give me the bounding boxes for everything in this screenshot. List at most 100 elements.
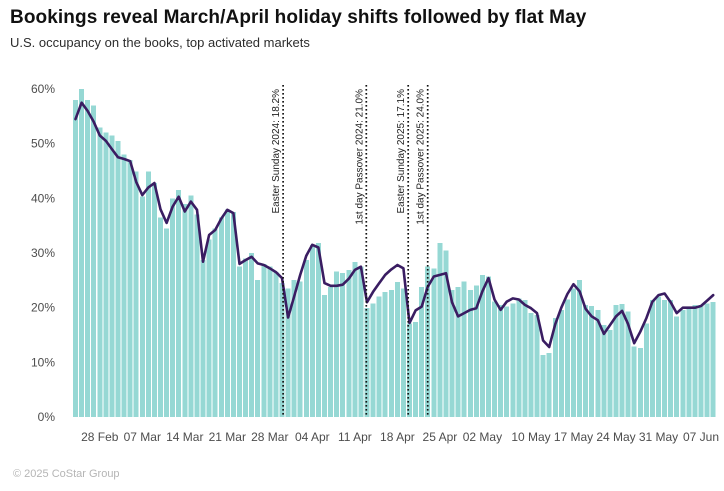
bar — [668, 300, 674, 417]
bar — [437, 243, 443, 417]
bar — [558, 309, 564, 417]
copyright-footer: © 2025 CoStar Group — [13, 468, 120, 480]
bar — [388, 290, 394, 417]
bar — [619, 303, 625, 417]
bar — [382, 291, 388, 417]
bar — [358, 266, 364, 417]
y-tick-label: 20% — [31, 301, 55, 315]
bar — [249, 253, 255, 417]
y-tick-label: 10% — [31, 355, 55, 369]
chart-subtitle: U.S. occupancy on the books, top activat… — [10, 35, 310, 50]
bar — [218, 217, 224, 417]
x-tick-label: 04 Apr — [295, 430, 330, 444]
y-axis-labels: 0% 10% 20% 30% 40% 50% 60% — [31, 82, 55, 424]
bar — [200, 260, 206, 417]
bar — [449, 290, 455, 417]
holiday-annotation-label: 1st day Passover 2024: 21.0% — [354, 89, 365, 225]
bar — [303, 260, 309, 417]
bar — [485, 276, 491, 417]
bar — [443, 250, 449, 417]
bar — [279, 283, 285, 417]
x-tick-label: 18 Apr — [380, 430, 415, 444]
bar — [461, 281, 467, 417]
bar — [577, 279, 583, 417]
bar — [243, 258, 249, 417]
x-tick-label: 25 Apr — [423, 430, 458, 444]
bar — [637, 348, 643, 417]
bar — [631, 346, 637, 417]
bar — [85, 99, 91, 418]
bar — [601, 325, 607, 417]
bar — [267, 266, 273, 417]
chart-title: Bookings reveal March/April holiday shif… — [10, 7, 587, 28]
holiday-annotations: Easter Sunday 2024: 18.2% 1st day Passove… — [271, 85, 429, 417]
bar — [158, 217, 164, 417]
bar — [170, 198, 176, 417]
x-tick-label: 07 Jun — [683, 430, 719, 444]
bar — [607, 330, 613, 417]
bar — [109, 135, 115, 417]
bar — [352, 261, 358, 417]
bar — [103, 132, 109, 418]
bar — [91, 105, 97, 418]
holiday-annotation-label: Easter Sunday 2025: 17.1% — [396, 89, 407, 214]
bar — [182, 203, 188, 417]
bar — [394, 281, 400, 417]
bar — [376, 296, 382, 417]
bar — [498, 304, 504, 417]
bar — [285, 288, 291, 417]
bar — [194, 214, 200, 417]
bar — [595, 309, 601, 417]
bar — [291, 279, 297, 417]
bar — [540, 355, 546, 417]
bar — [613, 304, 619, 417]
bar — [164, 228, 170, 417]
x-tick-label: 11 Apr — [338, 430, 372, 444]
bar — [662, 300, 668, 417]
y-tick-label: 40% — [31, 191, 55, 205]
bar — [321, 295, 327, 417]
bar — [224, 209, 230, 417]
bar — [273, 272, 279, 417]
bar — [176, 190, 182, 417]
bar — [261, 263, 267, 417]
y-tick-label: 0% — [38, 410, 56, 424]
holiday-annotation-label: 1st day Passover 2025: 24.0% — [416, 89, 427, 225]
bar — [139, 196, 145, 417]
bar — [455, 286, 461, 417]
x-tick-label: 21 Mar — [209, 430, 246, 444]
bar — [413, 321, 419, 417]
bar — [674, 316, 680, 417]
bar — [309, 244, 315, 417]
x-tick-label: 17 May — [554, 430, 593, 444]
bar — [649, 300, 655, 417]
bar — [534, 314, 540, 417]
y-tick-label: 30% — [31, 246, 55, 260]
bar — [340, 273, 346, 417]
holiday-annotation-label: Easter Sunday 2024: 18.2% — [271, 89, 282, 214]
y-tick-label: 50% — [31, 137, 55, 151]
bar — [510, 303, 516, 417]
bar — [400, 288, 406, 417]
bar — [643, 323, 649, 417]
bar — [127, 160, 133, 417]
bar — [492, 301, 498, 417]
bar — [479, 274, 485, 417]
bar — [680, 309, 686, 417]
bar — [583, 304, 589, 417]
x-tick-label: 28 Mar — [251, 430, 288, 444]
bar — [552, 318, 558, 417]
bar — [710, 302, 716, 417]
bar — [328, 286, 334, 417]
bar — [236, 266, 242, 417]
x-axis-labels: 28 Feb 07 Mar 14 Mar 21 Mar 28 Mar 04 Apr 11 A… — [81, 430, 719, 444]
bar — [431, 268, 437, 417]
bar — [188, 195, 194, 417]
x-tick-label: 31 May — [639, 430, 678, 444]
bar — [473, 285, 479, 417]
trend-line — [74, 101, 715, 349]
bar — [206, 239, 212, 417]
bar — [151, 183, 157, 417]
bar — [504, 306, 510, 417]
bar — [467, 290, 473, 417]
